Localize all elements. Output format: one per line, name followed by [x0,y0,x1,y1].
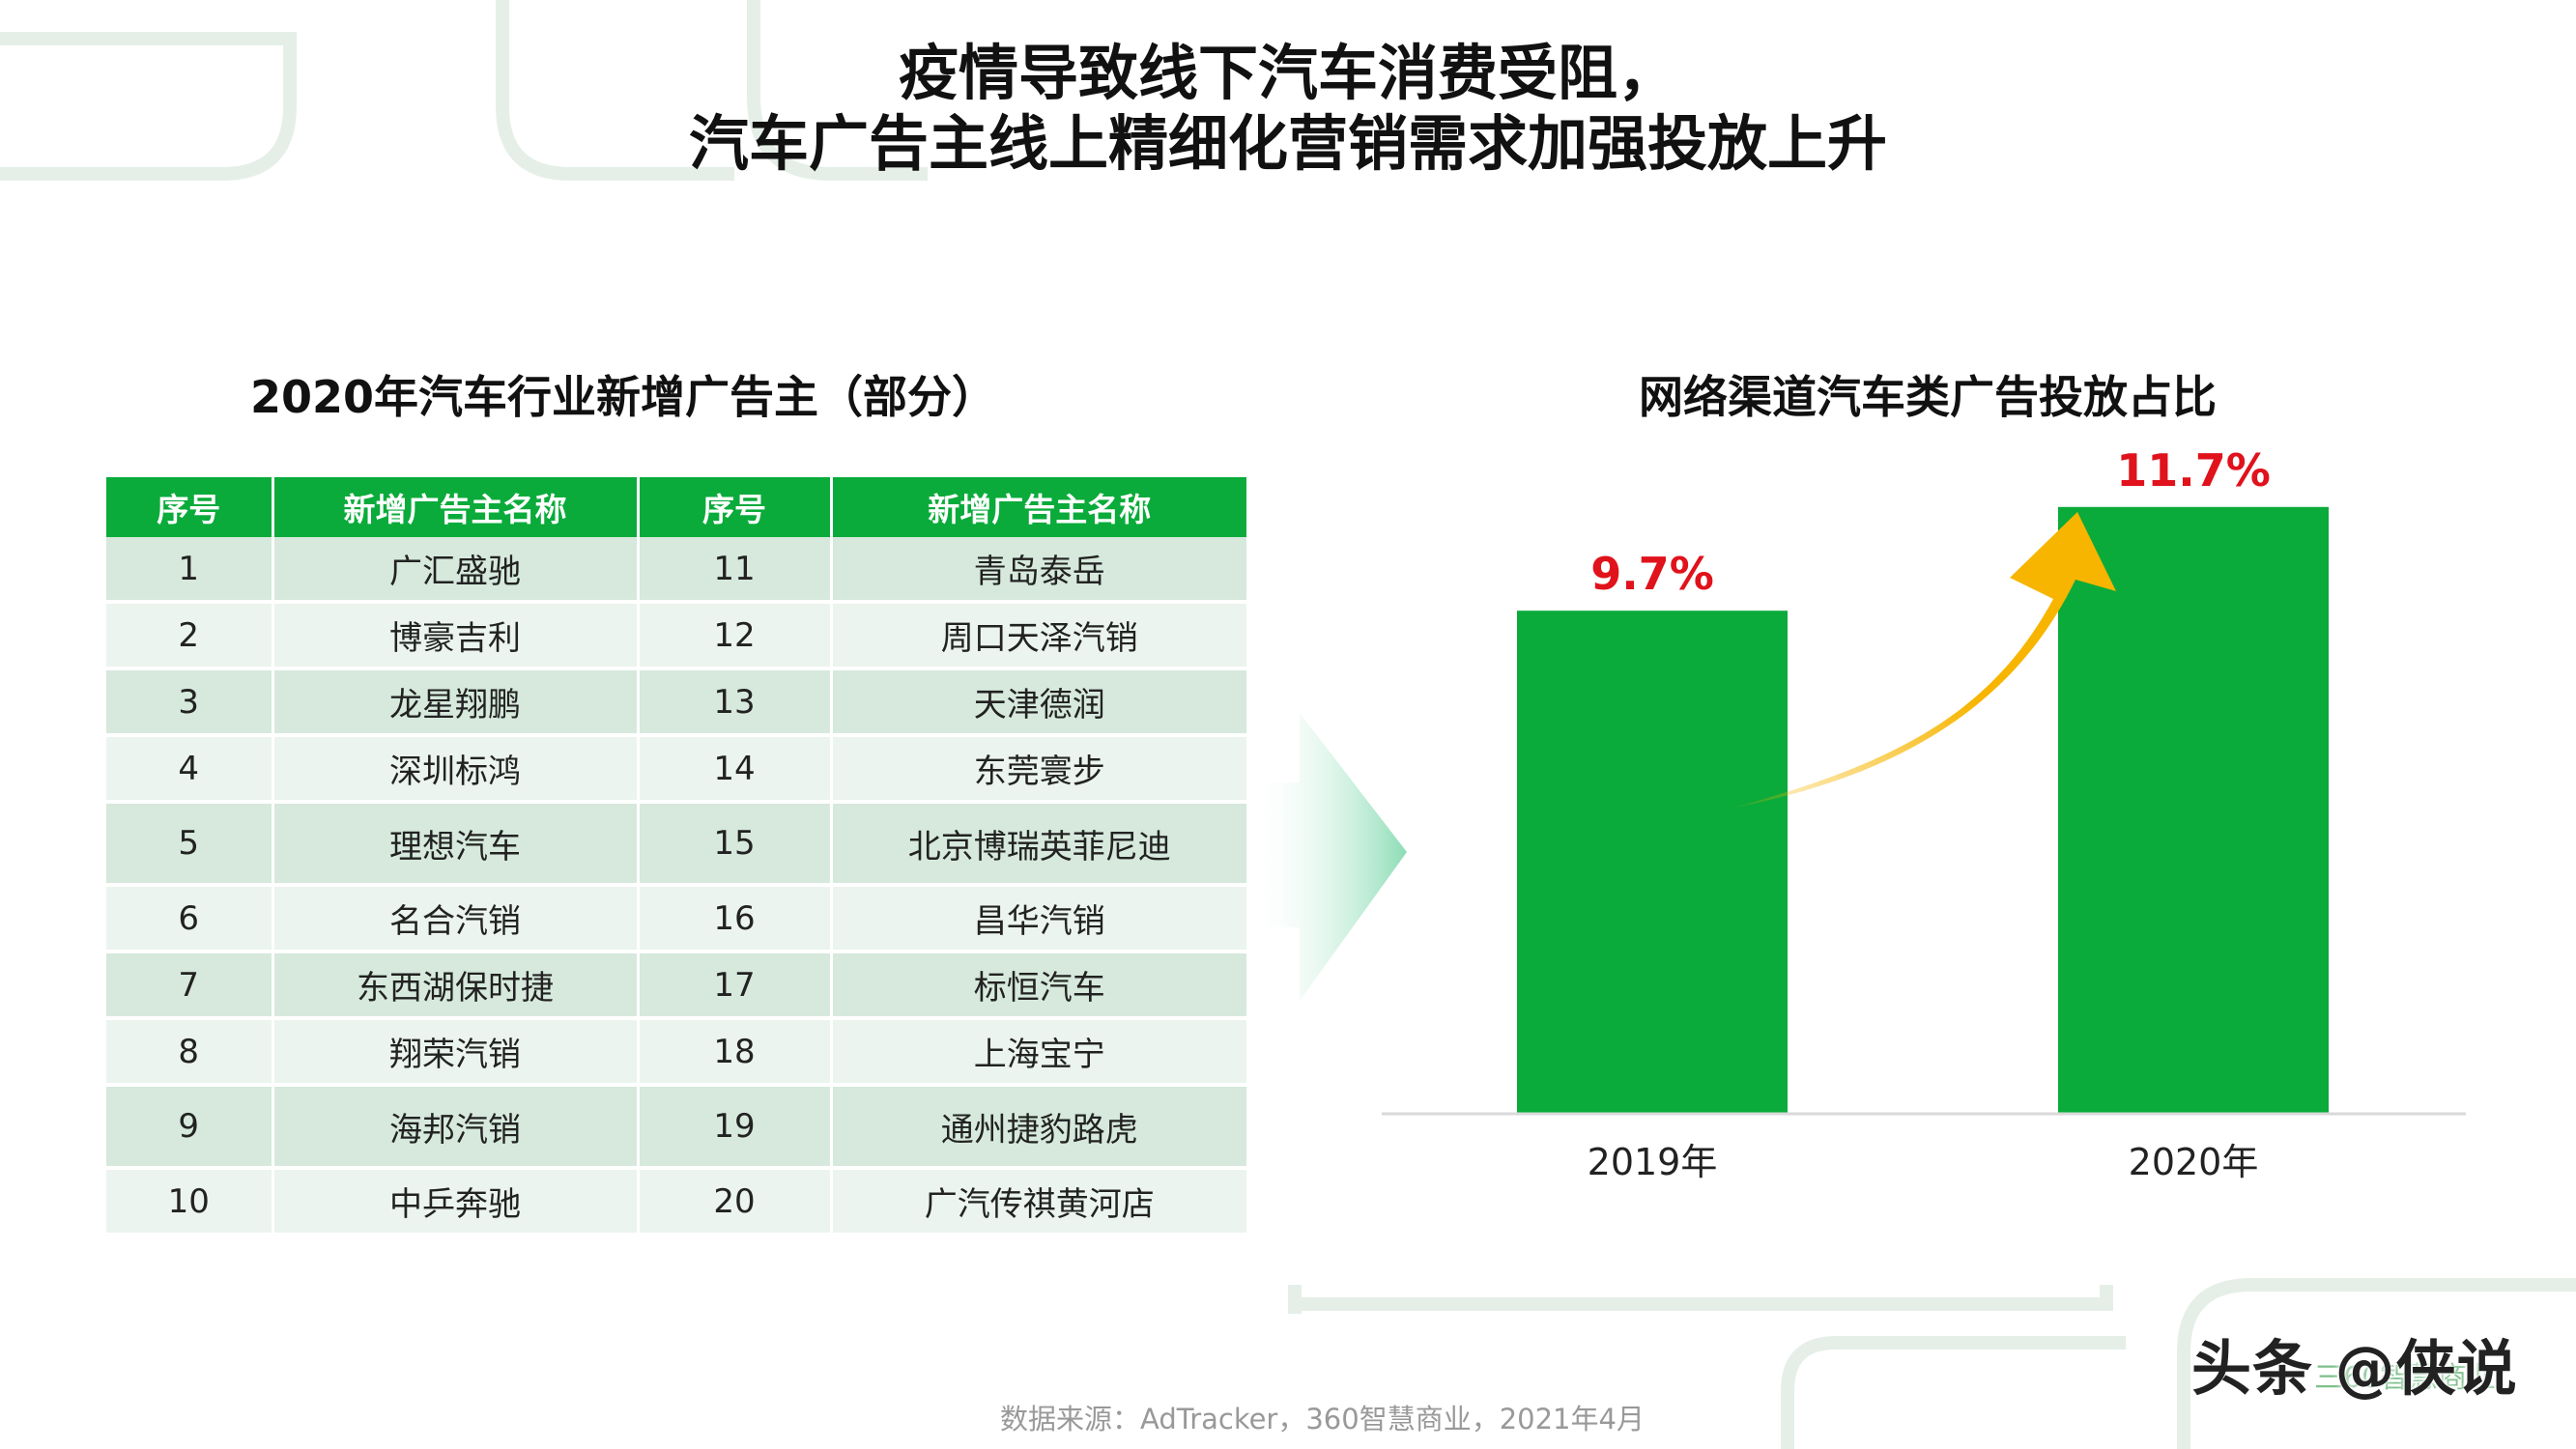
transition-arrow-shape [1248,713,1407,1001]
bar-2019年 [1517,611,1788,1114]
advertiser-name: 北京博瑞英菲尼迪 [831,802,1246,887]
advertiser-name: 昌华汽销 [831,885,1246,953]
advertiser-name: 深圳标鸿 [272,735,640,804]
header-index-2: 序号 [638,477,833,537]
advertiser-name: 东西湖保时捷 [272,952,640,1020]
advertiser-name: 上海宝宁 [831,1018,1246,1087]
advertiser-name: 广汇盛驰 [272,537,640,604]
table-row: 4 深圳标鸿 14 东莞寰步 [106,735,1246,804]
row-index: 2 [106,602,274,670]
row-index: 1 [106,537,274,604]
row-index: 12 [638,602,833,670]
advertiser-name: 龙星翔鹏 [272,668,640,737]
advertiser-table: 序号 新增广告主名称 序号 新增广告主名称 1 广汇盛驰 11 青岛泰岳 2 博… [106,477,1246,1236]
page-title-line-1: 疫情导致线下汽车消费受阻， [898,38,1677,108]
table-row: 3 龙星翔鹏 13 天津德润 [106,668,1246,737]
x-tick-label: 2020年 [2129,1141,2259,1183]
watermark-text: 头条 @侠说 [2191,1333,2518,1404]
advertiser-name: 理想汽车 [272,802,640,887]
row-index: 19 [638,1085,833,1170]
row-index: 10 [106,1168,274,1236]
value-label: 9.7% [1590,548,1714,600]
advertiser-name: 周口天泽汽销 [831,602,1246,670]
advertiser-name: 青岛泰岳 [831,537,1246,604]
table-header-row: 序号 新增广告主名称 序号 新增广告主名称 [106,477,1246,537]
header-index-1: 序号 [106,477,274,537]
advertiser-name: 海邦汽销 [272,1085,640,1170]
row-index: 8 [106,1018,274,1087]
row-index: 15 [638,802,833,887]
advertiser-name: 标恒汽车 [831,952,1246,1020]
row-index: 20 [638,1168,833,1236]
advertiser-name: 天津德润 [831,668,1246,737]
table-row: 1 广汇盛驰 11 青岛泰岳 [106,537,1246,604]
row-index: 14 [638,735,833,804]
chart-title: 网络渠道汽车类广告投放占比 [1639,371,2217,423]
row-index: 7 [106,952,274,1020]
row-index: 18 [638,1018,833,1087]
advertiser-name: 中乒奔驰 [272,1168,640,1236]
data-source-note: 数据来源：AdTracker，360智慧商业，2021年4月 [1000,1403,1645,1435]
table-row: 5 理想汽车 15 北京博瑞英菲尼迪 [106,802,1246,887]
row-index: 13 [638,668,833,737]
advertiser-name: 广汽传祺黄河店 [831,1168,1246,1236]
table-row: 6 名合汽销 16 昌华汽销 [106,885,1246,953]
table-row: 2 博豪吉利 12 周口天泽汽销 [106,602,1246,670]
advertiser-name: 通州捷豹路虎 [831,1085,1246,1170]
value-label: 11.7% [2116,444,2271,497]
header-name-1: 新增广告主名称 [272,477,640,537]
row-index: 6 [106,885,274,953]
advertiser-name: 翔荣汽销 [272,1018,640,1087]
row-index: 11 [638,537,833,604]
row-index: 9 [106,1085,274,1170]
row-index: 3 [106,668,274,737]
table-title: 2020年汽车行业新增广告主（部分） [249,371,997,423]
row-index: 17 [638,952,833,1020]
advertiser-name: 东莞寰步 [831,735,1246,804]
row-index: 16 [638,885,833,953]
row-index: 4 [106,735,274,804]
table-row: 10 中乒奔驰 20 广汽传祺黄河店 [106,1168,1246,1236]
table-row: 9 海邦汽销 19 通州捷豹路虎 [106,1085,1246,1170]
advertiser-name: 博豪吉利 [272,602,640,670]
header-name-2: 新增广告主名称 [831,477,1246,537]
watermark-logo: 三60智慧商业 [2314,1361,2497,1395]
bar-2020年 [2058,506,2329,1114]
advertiser-name: 名合汽销 [272,885,640,953]
growth-arrow [1734,512,2116,808]
row-index: 5 [106,802,274,887]
page-title-line-2: 汽车广告主线上精细化营销需求加强投放上升 [688,108,1887,179]
table-row: 7 东西湖保时捷 17 标恒汽车 [106,952,1246,1020]
x-tick-label: 2019年 [1588,1141,1718,1183]
table-row: 8 翔荣汽销 18 上海宝宁 [106,1018,1246,1087]
